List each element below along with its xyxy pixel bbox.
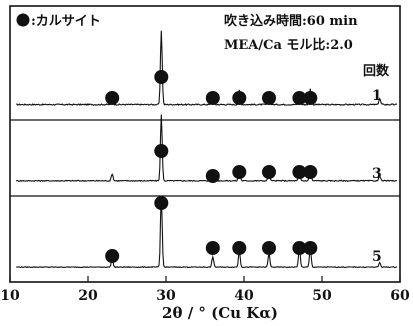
series-3-label: 3 <box>372 166 382 182</box>
calcite-markers <box>105 70 318 263</box>
legend-calcite-label: :カルサイト <box>31 14 101 29</box>
x-tick-label: 30 <box>156 288 176 304</box>
series-labels: 1 3 5 <box>372 88 382 265</box>
calcite-marker <box>232 91 247 105</box>
plot-frame <box>9 5 401 283</box>
series-3-line <box>15 114 397 183</box>
annotation-mole-ratio: MEA/Ca モル比:2.0 <box>224 37 353 53</box>
calcite-marker <box>154 196 169 210</box>
annotation-times-header: 回数 <box>363 63 390 79</box>
x-tick-label: 20 <box>78 288 98 304</box>
annotation-blow-time: 吹き込み時間:60 min <box>224 13 358 29</box>
series-5-label: 5 <box>372 249 382 265</box>
calcite-marker <box>205 91 220 105</box>
calcite-marker <box>303 241 318 255</box>
calcite-marker <box>105 91 120 105</box>
calcite-marker <box>154 144 169 158</box>
calcite-marker <box>292 241 307 255</box>
calcite-marker <box>303 91 318 105</box>
calcite-marker <box>205 169 220 183</box>
calcite-marker <box>205 241 220 255</box>
calcite-marker <box>105 249 120 263</box>
x-axis-label: 2θ / ° (Cu Kα) <box>162 304 278 322</box>
legend-calcite-marker <box>16 13 30 27</box>
x-axis-ticks: 10 20 30 40 50 60 <box>0 276 410 304</box>
calcite-marker <box>262 165 276 179</box>
series-1-label: 1 <box>372 88 382 104</box>
calcite-marker <box>292 165 307 179</box>
series-1-line <box>16 30 398 107</box>
calcite-marker <box>154 70 169 84</box>
x-tick-label: 50 <box>312 288 332 304</box>
calcite-marker <box>262 91 276 105</box>
x-tick-label: 60 <box>390 288 410 304</box>
calcite-marker <box>232 165 247 179</box>
calcite-marker <box>292 91 307 105</box>
diffraction-traces <box>15 30 398 269</box>
calcite-marker <box>303 165 318 179</box>
x-tick-label: 40 <box>234 288 254 304</box>
x-tick-label: 10 <box>0 288 20 304</box>
calcite-marker <box>232 241 247 255</box>
series-5-line <box>16 195 398 269</box>
calcite-marker <box>262 241 276 255</box>
